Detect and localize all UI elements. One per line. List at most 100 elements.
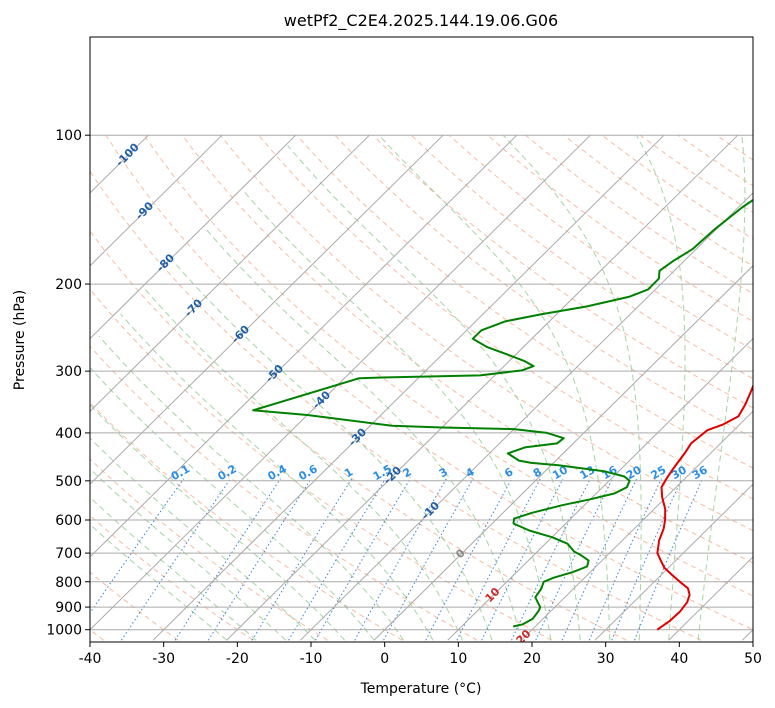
dry-adiabat-line: [105, 134, 753, 631]
dry-adiabat-line: [220, 134, 753, 532]
mixing-ratio-label: 13: [578, 463, 598, 482]
dry-adiabat-line: [90, 345, 478, 641]
mixing-ratio-label: 36: [690, 463, 710, 482]
mixing-ratio-label: 0.2: [216, 462, 239, 483]
mixing-ratio-line: [561, 478, 638, 641]
isotherm-label: -30: [346, 425, 369, 448]
moist-adiabat-line: [697, 135, 746, 641]
x-tick-label: 10: [449, 651, 467, 667]
mixing-ratio-line: [251, 478, 353, 641]
moist-adiabat-line: [378, 134, 611, 641]
dry-adiabat-line: [487, 134, 753, 322]
moist-adiabat-line: [635, 134, 686, 641]
mixing-ratio-line: [611, 478, 683, 641]
moist-adiabat-line: [287, 145, 581, 641]
dry-adiabat-line: [563, 134, 753, 267]
isotherm-label: -70: [182, 296, 205, 319]
y-axis-ticks: 100 200 300 400 500 600 700 800 900 1000: [46, 128, 90, 639]
dry-adiabat-line: [601, 134, 753, 240]
y-tick-label: 600: [55, 513, 82, 529]
y-tick-label: 500: [55, 474, 82, 490]
dry-adiabat-line: [296, 134, 753, 469]
mixing-ratio-line: [511, 478, 591, 641]
y-tick-label: 1000: [46, 623, 82, 639]
dry-adiabat-line: [678, 134, 753, 187]
mixing-ratio-line: [588, 478, 662, 641]
isotherm-line: [373, 265, 753, 641]
moist-adiabat-line: [243, 191, 552, 641]
x-tick-label: -40: [79, 651, 102, 667]
temperature-profile-line: [656, 383, 753, 631]
mixing-ratio-line: [425, 478, 513, 641]
dry-adiabat-line: [143, 134, 753, 597]
isotherms: [0, 134, 753, 641]
isotherm-line: [594, 483, 753, 641]
mixing-ratio-label: 8: [531, 465, 544, 480]
x-tick-label: 20: [523, 651, 541, 667]
isotherm-line: [90, 134, 370, 413]
dry-adiabat-line: [90, 230, 627, 641]
isotherm-line: [226, 134, 739, 641]
moist-adiabat-line: [98, 335, 404, 641]
isotherm-line: [90, 134, 297, 340]
mixing-ratio-line: [288, 478, 386, 641]
x-axis-label: Temperature (°C): [360, 681, 482, 697]
y-tick-label: 900: [55, 600, 82, 616]
dry-adiabat-line: [90, 458, 328, 641]
isotherm-line: [447, 337, 753, 641]
mixing-ratio-line: [634, 478, 703, 641]
dry-adiabat-line: [90, 288, 552, 641]
mixing-ratio-line: [207, 478, 312, 641]
isotherm-label: 0: [453, 546, 468, 561]
mixing-ratio-label: 3: [437, 465, 450, 480]
x-tick-label: 50: [744, 651, 762, 667]
mixing-ratio-line: [174, 478, 281, 641]
moist-adiabat-line: [144, 289, 463, 641]
dry-adiabat-line: [90, 402, 403, 641]
mixing-ratio-line: [90, 478, 185, 614]
isotherm-line: [90, 134, 223, 267]
moist-adiabats: [90, 134, 746, 641]
mixing-ratio-label: 2: [401, 465, 414, 480]
dry-adiabats: [90, 134, 775, 641]
x-tick-label: -20: [226, 651, 249, 667]
y-tick-label: 400: [55, 426, 82, 442]
moist-adiabat-line: [502, 134, 642, 641]
isotherm-line: [0, 135, 1, 640]
dry-adiabat-line: [258, 134, 753, 500]
isotherm-line: [521, 410, 753, 641]
x-tick-label: 30: [597, 651, 615, 667]
x-tick-label: -30: [152, 651, 175, 667]
isotherm-label: -60: [229, 323, 252, 346]
isotherm-label: -10: [419, 499, 442, 522]
mixing-ratio-label: 30: [669, 463, 689, 482]
plot-frame: [89, 36, 754, 643]
y-tick-label: 800: [55, 575, 82, 591]
moist-adiabat-line: [90, 437, 316, 641]
mixing-ratio-line: [481, 478, 564, 641]
isotherm-label: -50: [263, 362, 286, 385]
dewpoint-profile-line: [252, 198, 753, 628]
x-tick-label: 0: [380, 651, 389, 667]
y-tick-label: 300: [55, 364, 82, 380]
dry-adiabat-line: [90, 514, 254, 641]
plot-area: -100-90-80-70-60-50-40-30-20-10010203040…: [0, 134, 775, 642]
isotherm-line: [90, 134, 518, 558]
dry-adiabat-line: [639, 134, 753, 213]
y-tick-label: 100: [55, 128, 82, 144]
mixing-ratio-label: 1: [342, 465, 355, 480]
isotherm-label: -100: [113, 140, 142, 169]
dry-adiabat-line: [181, 134, 753, 564]
y-axis-label: Pressure (hPa): [12, 290, 28, 390]
moist-adiabat-line: [173, 261, 493, 641]
mixing-ratio-line: [315, 478, 411, 641]
x-tick-label: -10: [300, 651, 323, 667]
dry-adiabat-line: [448, 134, 753, 351]
dry-adiabat-line: [755, 135, 775, 640]
y-tick-label: 200: [55, 277, 82, 293]
dry-adiabat-line: [410, 134, 753, 380]
isotherm-line: [90, 134, 444, 485]
isotherm-label: -80: [154, 251, 177, 274]
mixing-ratio-lines: [90, 478, 703, 641]
